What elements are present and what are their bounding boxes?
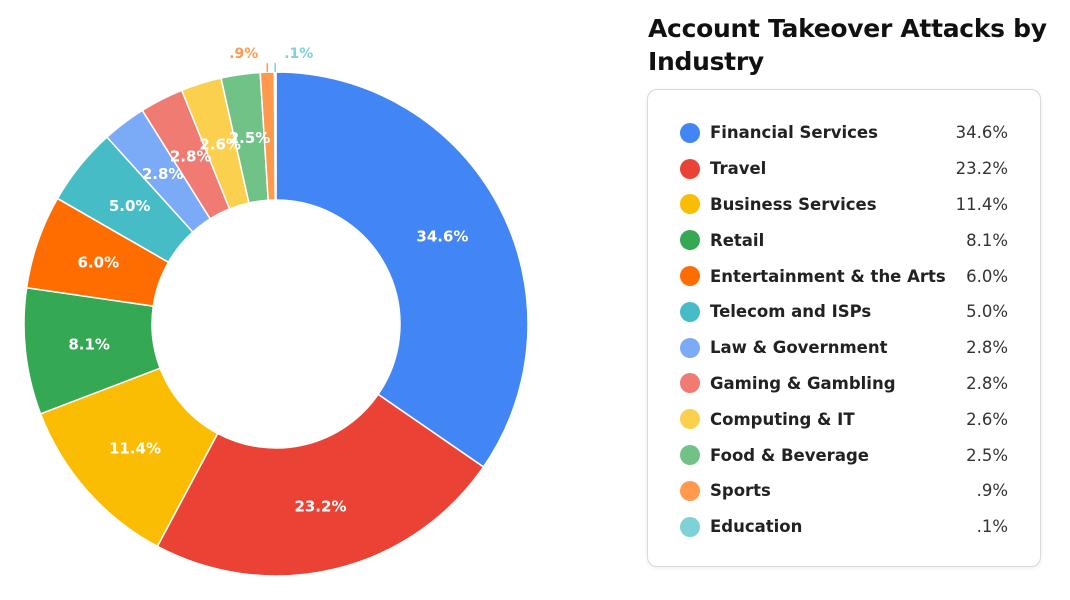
legend-swatch-food-and-beverage	[680, 445, 700, 466]
legend-item-business-services: Business Services 11.4%	[680, 187, 1008, 223]
legend-name-education: Education	[710, 517, 803, 537]
slice-label-retail: 8.1%	[68, 336, 110, 354]
legend-item-entertainment-and-the-arts: Entertainment & the Arts 6.0%	[680, 258, 1008, 294]
slice-label-computing-and-it: 2.6%	[199, 135, 241, 153]
legend-swatch-retail	[680, 230, 700, 251]
legend-value-financial-services: 34.6%	[955, 123, 1008, 143]
legend-swatch-sports	[680, 480, 700, 501]
legend-item-computing-and-it: Computing & IT 2.6%	[680, 401, 1008, 437]
slice-label-sports: .9%	[229, 46, 258, 62]
legend-swatch-gaming-and-gambling	[680, 373, 700, 394]
legend-panel: Financial Services 34.6% Travel 23.2% Busine…	[647, 89, 1041, 567]
slice-label-entertainment-and-the-arts: 6.0%	[78, 254, 120, 272]
legend-name-entertainment-and-the-arts: Entertainment & the Arts	[710, 266, 946, 286]
legend-swatch-education	[680, 516, 700, 537]
legend-item-travel: Travel 23.2%	[680, 151, 1008, 187]
legend-item-food-and-beverage: Food & Beverage 2.5%	[680, 437, 1008, 473]
legend-item-gaming-and-gambling: Gaming & Gambling 2.8%	[680, 366, 1008, 402]
slice-education	[273, 71, 277, 201]
legend-value-food-and-beverage: 2.5%	[966, 445, 1008, 465]
slice-label-gaming-and-gambling: 2.8%	[170, 147, 212, 165]
slices-group	[23, 71, 529, 577]
legend-name-business-services: Business Services	[710, 194, 877, 214]
legend-swatch-telecom-and-isps	[680, 301, 700, 322]
slice-label-travel: 23.2%	[294, 498, 346, 516]
slice-label-food-and-beverage: 2.5%	[229, 129, 271, 147]
legend-swatch-law-and-government	[680, 337, 700, 358]
legend-item-law-and-government: Law & Government 2.8%	[680, 330, 1008, 366]
slice-financial-services	[275, 71, 529, 468]
donut-chart: 34.6%23.2%11.4%8.1%6.0%5.0%2.8%2.8%2.6%2…	[23, 46, 529, 577]
legend-name-food-and-beverage: Food & Beverage	[710, 445, 869, 465]
legend-swatch-business-services	[680, 194, 700, 215]
legend-swatch-travel	[680, 158, 700, 179]
slice-label-law-and-government: 2.8%	[142, 165, 184, 183]
legend-item-retail: Retail 8.1%	[680, 222, 1008, 258]
legend-swatch-entertainment-and-the-arts	[680, 266, 700, 287]
legend-value-business-services: 11.4%	[955, 194, 1008, 214]
legend-value-retail: 8.1%	[966, 230, 1008, 250]
chart-title: Account Takeover Attacks by Industry	[648, 14, 1047, 76]
slice-label-business-services: 11.4%	[109, 439, 161, 457]
legend-swatch-computing-and-it	[680, 409, 700, 430]
legend-item-education: Education .1%	[680, 509, 1008, 545]
labels-group: 34.6%23.2%11.4%8.1%6.0%5.0%2.8%2.8%2.6%2…	[68, 46, 468, 516]
slice-label-telecom-and-isps: 5.0%	[109, 197, 151, 215]
legend-item-telecom-and-isps: Telecom and ISPs 5.0%	[680, 294, 1008, 330]
legend-name-telecom-and-isps: Telecom and ISPs	[710, 302, 872, 322]
legend-value-travel: 23.2%	[955, 159, 1008, 179]
legend-item-sports: Sports .9%	[680, 473, 1008, 509]
legend-value-education: .1%	[976, 517, 1008, 537]
legend-value-computing-and-it: 2.6%	[966, 409, 1008, 429]
legend-value-gaming-and-gambling: 2.8%	[966, 373, 1008, 393]
legend-list: Financial Services 34.6% Travel 23.2% Busine…	[680, 115, 1008, 545]
legend-name-gaming-and-gambling: Gaming & Gambling	[710, 373, 896, 393]
legend-value-entertainment-and-the-arts: 6.0%	[966, 266, 1008, 286]
legend-name-retail: Retail	[710, 230, 765, 250]
slice-travel	[156, 393, 485, 577]
legend-name-computing-and-it: Computing & IT	[710, 409, 855, 429]
legend-value-sports: .9%	[976, 481, 1008, 501]
legend-value-telecom-and-isps: 5.0%	[966, 302, 1008, 322]
legend-item-financial-services: Financial Services 34.6%	[680, 115, 1008, 151]
legend-value-law-and-government: 2.8%	[966, 338, 1008, 358]
legend-name-sports: Sports	[710, 481, 771, 501]
legend-name-law-and-government: Law & Government	[710, 338, 888, 358]
slice-label-financial-services: 34.6%	[416, 228, 468, 246]
legend-name-financial-services: Financial Services	[710, 123, 878, 143]
legend-name-travel: Travel	[710, 159, 767, 179]
slice-label-education: .1%	[284, 46, 313, 62]
legend-swatch-financial-services	[680, 122, 700, 143]
